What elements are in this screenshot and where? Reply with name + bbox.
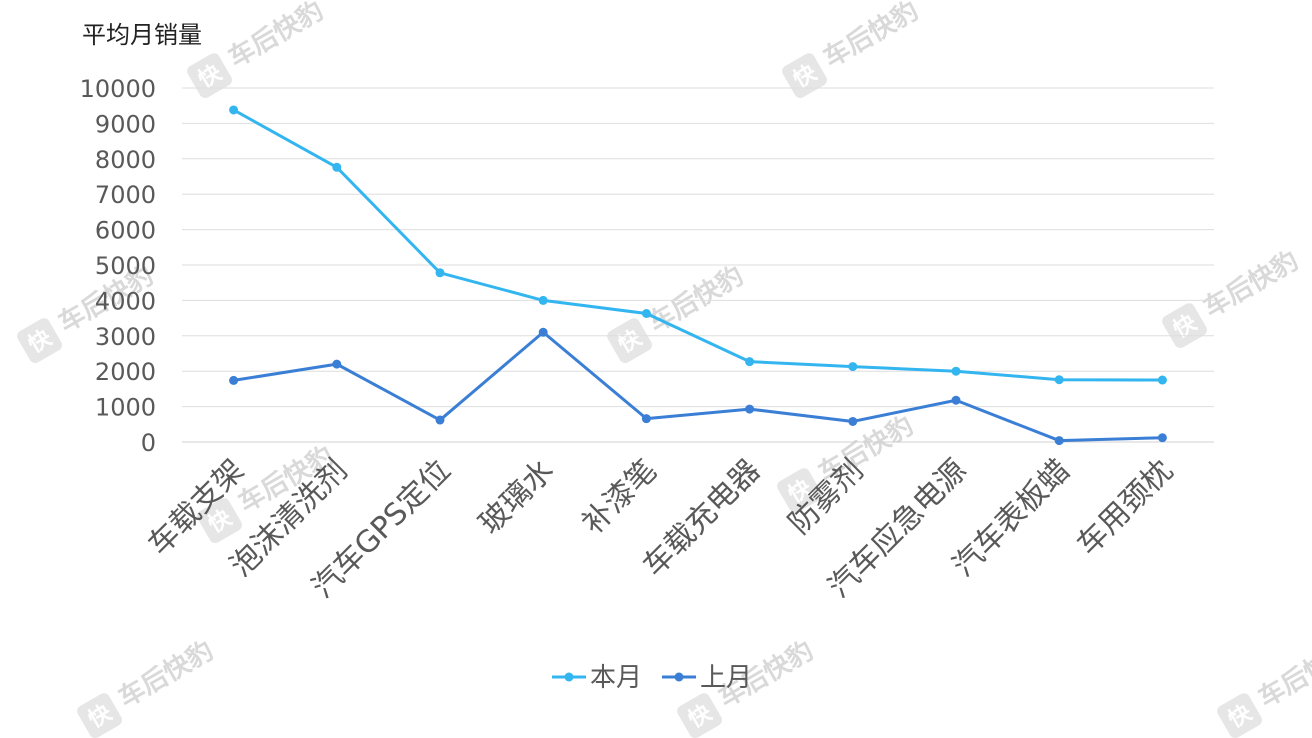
data-point	[1054, 436, 1064, 446]
data-point	[229, 375, 239, 385]
watermark-text: 车后快豹	[818, 0, 924, 74]
data-point	[332, 359, 342, 369]
data-point	[435, 415, 445, 425]
watermark-icon	[17, 318, 62, 363]
data-point	[435, 268, 445, 278]
data-point	[538, 295, 548, 305]
x-category-label: 补漆笔	[576, 453, 664, 541]
data-point	[1157, 375, 1167, 385]
watermark-text: 车后快豹	[113, 635, 219, 714]
data-point	[641, 308, 651, 318]
y-tick-label: 9000	[95, 110, 156, 138]
watermark-icon	[77, 693, 122, 738]
series-line	[232, 108, 1163, 382]
legend-marker	[564, 672, 574, 682]
data-point	[848, 416, 858, 426]
data-point	[1054, 375, 1064, 385]
series-lines	[229, 105, 1167, 446]
y-tick-label: 1000	[95, 394, 156, 422]
watermark-icon	[607, 318, 652, 363]
legend-marker	[674, 672, 684, 682]
data-point	[332, 162, 342, 172]
legend-label: 本月	[590, 663, 642, 693]
y-tick-label: 8000	[95, 146, 156, 174]
data-point	[1157, 433, 1167, 443]
x-category-label: 车载支架	[142, 453, 252, 563]
data-point	[641, 414, 651, 424]
watermark-text: 车后快豹	[223, 0, 329, 74]
data-point	[745, 404, 755, 414]
y-tick-label: 4000	[95, 287, 156, 315]
watermark-icon	[1162, 303, 1207, 348]
y-tick-label: 6000	[95, 217, 156, 245]
watermark-icon	[677, 693, 722, 738]
y-tick-labels: 0 1000 2000 3000 4000 5000 6000 7000 8000 9000 100…	[80, 75, 156, 457]
data-point	[848, 362, 858, 372]
x-category-label: 车用颈枕	[1070, 453, 1180, 563]
y-tick-label: 5000	[95, 252, 156, 280]
data-point	[951, 366, 961, 376]
legend: 本月 上月	[552, 663, 752, 693]
watermark-icon	[777, 468, 822, 513]
watermark-icon	[187, 53, 232, 98]
x-category-label: 玻璃水	[472, 453, 560, 541]
y-tick-label: 3000	[95, 323, 156, 351]
y-tick-label: 10000	[80, 75, 156, 103]
data-point	[538, 327, 548, 337]
data-point	[745, 357, 755, 367]
legend-label: 上月	[700, 663, 752, 693]
watermark-text: 车后快豹	[643, 260, 749, 339]
y-tick-label: 0	[141, 429, 156, 457]
watermark-icon	[782, 53, 827, 98]
series-line	[233, 330, 1163, 443]
watermark-text: 车后快豹	[1253, 635, 1312, 714]
data-point	[229, 105, 239, 115]
y-tick-label: 7000	[95, 181, 156, 209]
watermark-icon	[197, 498, 242, 543]
watermark-icon	[1217, 693, 1262, 738]
data-point	[951, 395, 961, 405]
y-tick-label: 2000	[95, 358, 156, 386]
watermark-text: 车后快豹	[1198, 245, 1304, 324]
gridlines	[182, 87, 1214, 443]
y-axis-title: 平均月销量	[82, 21, 202, 49]
